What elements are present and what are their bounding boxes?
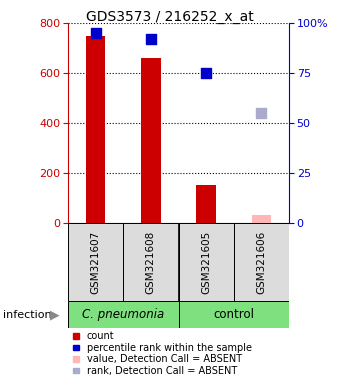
Bar [123, 223, 178, 301]
Text: GDS3573 / 216252_x_at: GDS3573 / 216252_x_at [86, 10, 254, 23]
Point [93, 30, 98, 36]
Text: ▶: ▶ [50, 308, 60, 321]
Text: C. pneumonia: C. pneumonia [82, 308, 164, 321]
Text: value, Detection Call = ABSENT: value, Detection Call = ABSENT [87, 354, 242, 364]
Text: GSM321606: GSM321606 [256, 230, 266, 294]
Text: GSM321605: GSM321605 [201, 230, 211, 294]
Point [259, 110, 264, 116]
Text: rank, Detection Call = ABSENT: rank, Detection Call = ABSENT [87, 366, 237, 376]
Bar [141, 58, 160, 223]
Bar [252, 215, 271, 223]
Bar [68, 301, 178, 328]
Text: control: control [213, 308, 254, 321]
Bar [68, 223, 123, 301]
Text: GSM321607: GSM321607 [91, 230, 101, 294]
Text: percentile rank within the sample: percentile rank within the sample [87, 343, 252, 353]
Bar [197, 185, 216, 223]
Bar [234, 223, 289, 301]
Bar [86, 36, 105, 223]
Text: count: count [87, 331, 114, 341]
Bar [178, 223, 234, 301]
Point [148, 36, 154, 42]
Text: infection: infection [3, 310, 52, 320]
Bar [178, 301, 289, 328]
Point [203, 70, 209, 76]
Text: GSM321608: GSM321608 [146, 230, 156, 294]
